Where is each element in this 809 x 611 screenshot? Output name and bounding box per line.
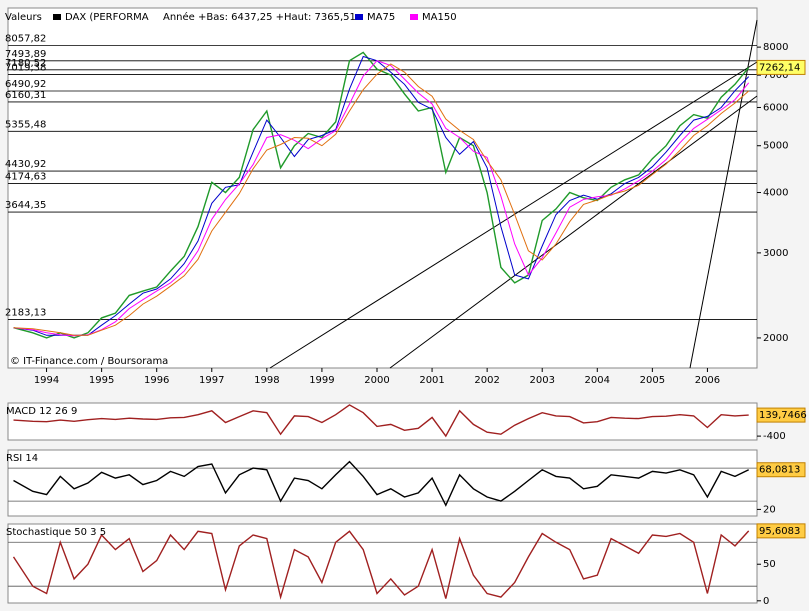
series-line xyxy=(13,63,750,336)
x-tick-label: 2006 xyxy=(695,375,720,386)
level-label: 3644,35 xyxy=(5,200,46,211)
y-tick-label: 7000 xyxy=(763,70,788,81)
level-label: 2183,13 xyxy=(5,308,46,319)
y-tick-label: 50 xyxy=(763,559,776,570)
x-tick-label: 1997 xyxy=(199,375,224,386)
last-value-label: 68,0813 xyxy=(759,465,800,476)
level-label: 7493,89 xyxy=(5,49,46,60)
y-tick-label: 0 xyxy=(763,596,769,607)
level-label: 4430,92 xyxy=(5,159,46,170)
x-tick-label: 2003 xyxy=(529,375,554,386)
legend-swatch xyxy=(53,14,61,20)
series-line xyxy=(13,60,750,337)
trend-lines xyxy=(269,19,758,369)
last-value-box xyxy=(756,523,806,539)
last-value-box xyxy=(756,59,806,75)
x-tick-label: 1999 xyxy=(309,375,334,386)
legend-swatch xyxy=(355,14,363,20)
x-tick-label: 2000 xyxy=(364,375,389,386)
y-tick-label: 4000 xyxy=(763,188,788,199)
y-tick-label: 3000 xyxy=(763,248,788,259)
series-line xyxy=(13,51,750,339)
panel-title: RSI 14 xyxy=(6,453,38,464)
series-line xyxy=(13,460,750,507)
level-label: 8057,82 xyxy=(5,34,46,45)
trend-line xyxy=(689,19,758,369)
legend-title: Valeurs xyxy=(5,12,42,23)
y-tick-label: 2000 xyxy=(763,333,788,344)
last-value-label: 95,6083 xyxy=(759,526,800,537)
last-value-label: 139,7466 xyxy=(759,410,807,421)
series-line xyxy=(13,404,749,438)
x-tick-label: 2005 xyxy=(640,375,665,386)
rsi-panel xyxy=(7,449,758,517)
legend-swatch xyxy=(410,14,418,20)
credit: © IT-Finance.com / Boursorama xyxy=(10,356,168,367)
y-tick-label: 5000 xyxy=(763,141,788,152)
level-label: 7180,52 xyxy=(5,58,46,69)
legend-label: MA150 xyxy=(422,12,457,23)
trend-line xyxy=(389,95,758,369)
x-tick-label: 2001 xyxy=(419,375,444,386)
last-value-box xyxy=(756,462,806,478)
level-label: 4174,63 xyxy=(5,172,46,183)
y-tick-label: 8000 xyxy=(763,42,788,53)
y-tick-label: 6000 xyxy=(763,102,788,113)
last-value-label: 7262,14 xyxy=(759,62,800,73)
y-tick-label: -400 xyxy=(763,431,786,442)
panel-title: Stochastique 50 3 5 xyxy=(6,527,106,538)
panel-title: MACD 12 26 9 xyxy=(6,406,77,417)
trend-line xyxy=(269,61,758,369)
last-value-box xyxy=(756,407,806,423)
x-tick-label: 1995 xyxy=(89,375,114,386)
macd-panel xyxy=(7,402,758,441)
series-line xyxy=(13,55,750,336)
x-tick-label: 1996 xyxy=(144,375,169,386)
x-tick-label: 1998 xyxy=(254,375,279,386)
price-panel xyxy=(7,7,758,369)
y-tick-label: 20 xyxy=(763,504,776,515)
level-label: 7019,38 xyxy=(5,63,46,74)
subtitle: Année +Bas: 6437,25 +Haut: 7365,51 xyxy=(163,11,356,23)
x-tick-label: 1994 xyxy=(34,375,59,386)
legend-label: MA75 xyxy=(367,12,395,23)
legend-label: DAX (PERFORMA xyxy=(65,12,149,23)
level-label: 6160,31 xyxy=(5,90,46,101)
stoch-panel xyxy=(7,523,758,604)
series-line xyxy=(12,530,750,600)
x-tick-label: 2002 xyxy=(474,375,499,386)
x-tick-label: 2004 xyxy=(585,375,610,386)
level-label: 5355,48 xyxy=(5,119,46,130)
level-label: 6490,92 xyxy=(5,79,46,90)
